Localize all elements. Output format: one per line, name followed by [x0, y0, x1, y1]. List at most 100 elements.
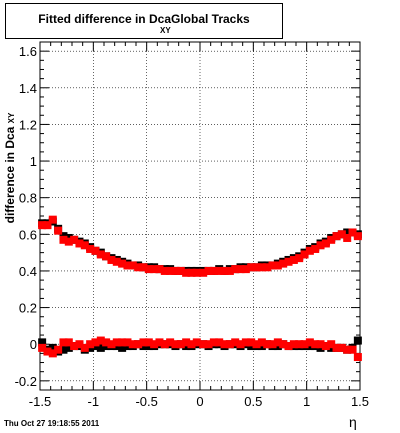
- marker-red-upper: [252, 263, 261, 272]
- marker-red-lower: [220, 340, 229, 349]
- marker-red-upper: [80, 241, 89, 250]
- marker-red-upper: [48, 215, 57, 224]
- marker-red-lower: [321, 342, 330, 351]
- marker-red-upper: [241, 265, 250, 274]
- marker-red-upper: [332, 232, 341, 241]
- y-tick-label: 1.2: [19, 117, 37, 132]
- marker-red-upper: [134, 263, 143, 272]
- marker-red-upper: [128, 261, 137, 270]
- marker-red-lower: [209, 338, 218, 347]
- marker-red-lower: [134, 340, 143, 349]
- marker-red-lower: [300, 340, 309, 349]
- marker-red-upper: [343, 233, 352, 242]
- marker-black-upper: [343, 228, 352, 237]
- marker-red-upper: [139, 263, 148, 272]
- marker-red-lower: [348, 345, 357, 354]
- marker-red-upper: [96, 250, 105, 259]
- marker-red-lower: [139, 338, 148, 347]
- marker-red-lower: [231, 338, 240, 347]
- marker-red-lower: [150, 340, 159, 349]
- chart-title-box: Fitted difference in DcaGlobal Tracks XY: [5, 3, 283, 39]
- marker-red-lower: [75, 340, 84, 349]
- marker-red-upper: [220, 266, 229, 275]
- marker-black-lower: [64, 343, 73, 352]
- x-tick-label: 0.5: [244, 394, 262, 409]
- chart-title-prefix: Fitted difference in Dca: [38, 12, 171, 26]
- marker-red-upper: [204, 266, 213, 275]
- marker-red-lower: [225, 340, 234, 349]
- marker-red-lower: [316, 340, 325, 349]
- x-tick-label: 0: [196, 394, 203, 409]
- y-tick-label: 0.8: [19, 191, 37, 206]
- marker-red-upper: [112, 257, 121, 266]
- marker-red-lower: [102, 338, 111, 347]
- y-tick-label: 1.6: [19, 44, 37, 59]
- marker-red-lower: [241, 338, 250, 347]
- chart-title: Fitted difference in DcaGlobal Tracks: [6, 12, 282, 26]
- marker-red-lower: [155, 338, 164, 347]
- marker-red-upper: [284, 257, 293, 266]
- marker-red-lower: [86, 340, 95, 349]
- marker-red-lower: [192, 338, 201, 347]
- marker-red-lower: [187, 340, 196, 349]
- y-tick-label: 1: [30, 154, 37, 169]
- marker-red-upper: [268, 261, 277, 270]
- marker-red-upper: [305, 246, 314, 255]
- marker-red-upper: [273, 261, 282, 270]
- marker-red-lower: [199, 340, 208, 349]
- marker-red-upper: [64, 237, 73, 246]
- marker-red-upper: [43, 221, 52, 230]
- marker-red-lower: [171, 340, 180, 349]
- marker-red-lower: [91, 338, 100, 347]
- y-tick-label: 0.4: [19, 264, 37, 279]
- marker-red-lower: [279, 340, 288, 349]
- marker-red-upper: [209, 266, 218, 275]
- marker-red-lower: [144, 338, 153, 347]
- marker-red-lower: [236, 340, 245, 349]
- marker-red-upper: [144, 265, 153, 274]
- marker-red-lower: [247, 338, 256, 347]
- marker-red-lower: [176, 340, 185, 349]
- y-tick-label: 1.4: [19, 81, 37, 96]
- marker-red-upper: [279, 259, 288, 268]
- marker-red-upper: [118, 259, 127, 268]
- marker-red-upper: [215, 266, 224, 275]
- marker-red-lower: [332, 343, 341, 352]
- marker-red-lower: [289, 340, 298, 349]
- marker-red-lower: [268, 340, 277, 349]
- marker-red-lower: [166, 338, 175, 347]
- marker-red-upper: [155, 265, 164, 274]
- x-tick-label: 1.5: [351, 394, 369, 409]
- marker-red-upper: [54, 226, 63, 235]
- marker-red-upper: [182, 268, 191, 277]
- marker-red-lower: [215, 338, 224, 347]
- marker-red-upper: [70, 235, 79, 244]
- marker-red-lower: [204, 340, 213, 349]
- marker-red-upper: [225, 266, 234, 275]
- marker-red-lower: [107, 340, 116, 349]
- marker-red-upper: [38, 221, 47, 230]
- marker-red-lower: [38, 343, 47, 352]
- marker-black-lower: [48, 343, 57, 352]
- marker-red-upper: [257, 263, 266, 272]
- marker-red-lower: [327, 340, 336, 349]
- x-tick-label: -1.5: [29, 394, 51, 409]
- marker-red-upper: [300, 250, 309, 259]
- marker-red-upper: [102, 252, 111, 261]
- marker-red-upper: [91, 246, 100, 255]
- marker-red-upper: [311, 244, 320, 253]
- x-tick-label: 1: [303, 394, 310, 409]
- marker-red-upper: [171, 266, 180, 275]
- marker-red-lower: [353, 353, 362, 362]
- marker-red-upper: [59, 235, 68, 244]
- marker-red-lower: [112, 338, 121, 347]
- marker-red-upper: [247, 263, 256, 272]
- y-axis-label-subscript: XY: [7, 112, 16, 124]
- marker-red-lower: [305, 338, 314, 347]
- marker-black-lower: [118, 343, 127, 352]
- marker-red-upper: [75, 239, 84, 248]
- marker-red-lower: [118, 338, 127, 347]
- y-axis-label-text: difference in Dca: [3, 126, 17, 224]
- marker-red-lower: [160, 340, 169, 349]
- marker-red-upper: [192, 268, 201, 277]
